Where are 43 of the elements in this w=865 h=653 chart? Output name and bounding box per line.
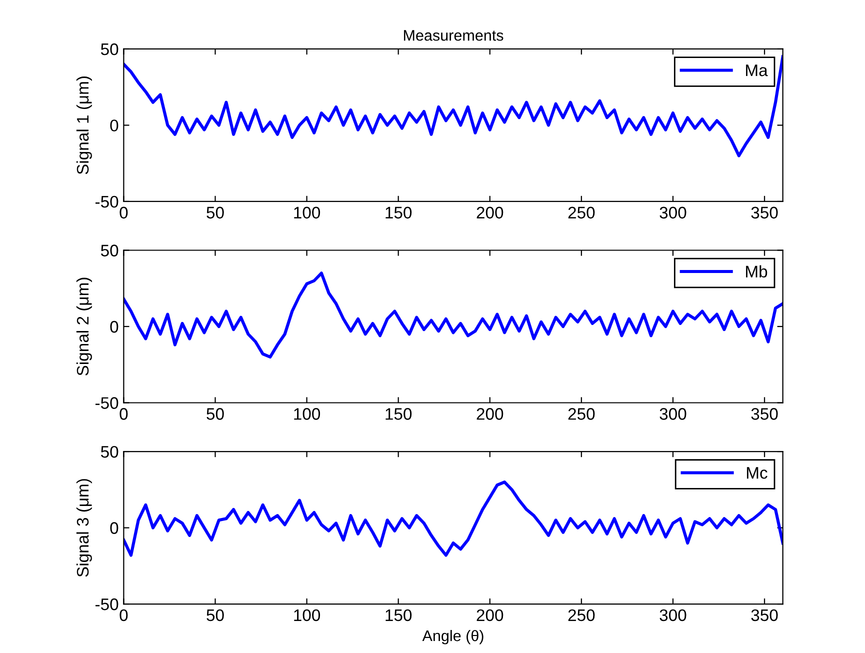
x-tick-label: 300 bbox=[660, 206, 686, 219]
x-tick-label: 0 bbox=[120, 408, 128, 420]
y-tick-label: 0 bbox=[110, 120, 118, 132]
legend-label: Ma bbox=[746, 64, 768, 76]
x-tick-label: 50 bbox=[206, 206, 224, 219]
y-tick-label: 0 bbox=[110, 320, 118, 333]
y-axis-title: Signal 1 (μm) bbox=[76, 76, 92, 174]
x-tick-label: 200 bbox=[476, 609, 504, 622]
line-series bbox=[124, 55, 783, 158]
x-tick-label: 250 bbox=[568, 609, 595, 622]
x-tick-label: 350 bbox=[751, 408, 778, 420]
x-tick-label: 300 bbox=[660, 609, 686, 622]
x-tick-label: 250 bbox=[568, 408, 595, 420]
legend-label: Mb bbox=[746, 265, 768, 278]
x-tick-label: 150 bbox=[386, 609, 412, 622]
legend-label: Mc bbox=[746, 467, 768, 479]
x-tick-label: 350 bbox=[751, 609, 778, 622]
x-tick-label: 0 bbox=[120, 206, 128, 219]
x-tick-label: 200 bbox=[476, 408, 504, 420]
y-tick-label: 50 bbox=[100, 244, 118, 256]
x-tick-label: 250 bbox=[568, 206, 595, 219]
x-tick-label: 300 bbox=[660, 408, 686, 420]
x-tick-label: 100 bbox=[294, 206, 320, 219]
x-tick-label: 200 bbox=[476, 206, 504, 219]
x-tick-label: 350 bbox=[751, 206, 778, 219]
x-tick-label: 150 bbox=[386, 408, 412, 420]
y-tick-label: -50 bbox=[95, 598, 118, 610]
x-tick-label: 0 bbox=[120, 609, 128, 622]
y-tick-label: 50 bbox=[100, 446, 118, 458]
line-series bbox=[124, 480, 783, 557]
y-axis-title: Signal 3 (μm) bbox=[76, 479, 92, 577]
x-tick-label: 150 bbox=[386, 206, 412, 219]
y-axis-title: Signal 2 (μm) bbox=[76, 278, 92, 376]
x-tick-label: 50 bbox=[206, 609, 224, 622]
x-tick-label: 100 bbox=[294, 408, 320, 420]
chart-title: Measurements bbox=[404, 30, 504, 41]
x-axis-title: Angle (θ) bbox=[422, 630, 484, 644]
y-tick-label: -50 bbox=[95, 397, 118, 409]
y-tick-label: 0 bbox=[110, 522, 118, 534]
y-tick-label: -50 bbox=[95, 196, 118, 208]
x-tick-label: 100 bbox=[294, 609, 320, 622]
x-tick-label: 50 bbox=[206, 408, 224, 420]
y-tick-label: 50 bbox=[100, 43, 118, 56]
